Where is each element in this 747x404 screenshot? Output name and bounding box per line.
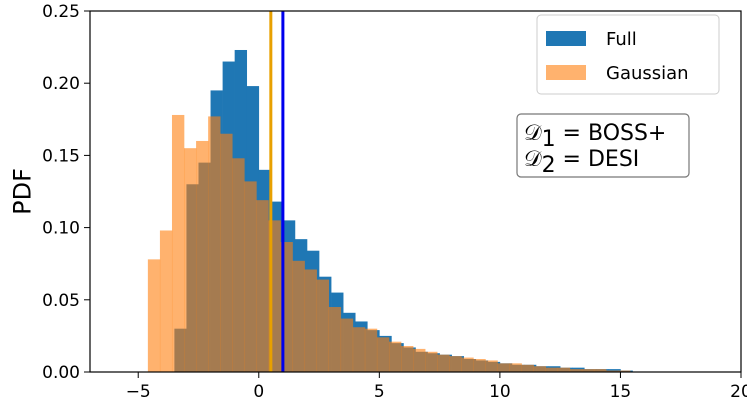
- x-axis-ticks: −5 0 5 10 15 20: [126, 372, 747, 402]
- x-tick-label: 5: [374, 382, 385, 402]
- bar-gaussian-32: [533, 366, 546, 372]
- bar-gaussian-12: [292, 260, 305, 372]
- bar-gaussian-5: [208, 116, 221, 372]
- mean-lines: [269, 11, 285, 372]
- bar-gaussian-4: [196, 140, 209, 372]
- bar-gaussian-36: [581, 369, 595, 372]
- bar-gaussian-39: [618, 370, 631, 372]
- bar-gaussian-37: [593, 369, 607, 372]
- bar-gaussian-8: [244, 181, 257, 372]
- y-tick-label: 0.10: [42, 219, 80, 239]
- bar-gaussian-2: [171, 114, 185, 372]
- bar-gaussian-9: [256, 200, 269, 372]
- annotation-symbol-2: 𝒟: [524, 147, 542, 172]
- annotation-sub-1: 1: [542, 127, 556, 152]
- x-tick-label: 10: [489, 382, 511, 402]
- y-tick-label: 0.00: [42, 363, 80, 383]
- legend-label-gaussian: Gaussian: [606, 63, 689, 84]
- annotation-rest-1: = BOSS+: [556, 121, 667, 146]
- gaussian-series-bars: [147, 114, 631, 372]
- bar-gaussian-1: [159, 230, 173, 372]
- x-tick-label: 0: [253, 382, 264, 402]
- bar-gaussian-23: [425, 351, 438, 372]
- legend: Full Gaussian: [536, 14, 720, 95]
- bar-gaussian-24: [437, 354, 450, 372]
- annotation-symbol-1: 𝒟: [524, 121, 542, 146]
- bar-gaussian-14: [316, 279, 329, 372]
- bar-gaussian-19: [376, 337, 390, 372]
- bar-gaussian-6: [220, 133, 233, 372]
- dataset-annotation: 𝒟1 = BOSS+ 𝒟2 = DESI: [516, 113, 690, 178]
- bar-gaussian-31: [521, 364, 534, 372]
- legend-swatch-gaussian: [546, 65, 586, 80]
- annotation-line-2: 𝒟2 = DESI: [524, 147, 639, 178]
- y-tick-label: 0.05: [42, 291, 80, 311]
- bar-gaussian-34: [557, 367, 571, 372]
- plot-frame: [89, 10, 742, 373]
- bar-gaussian-7: [232, 158, 245, 372]
- x-tick-label: 20: [730, 382, 747, 402]
- legend-swatch-full: [546, 31, 586, 46]
- bar-gaussian-25: [449, 356, 462, 372]
- bar-gaussian-15: [328, 307, 342, 372]
- bar-gaussian-18: [364, 328, 378, 372]
- bar-gaussian-21: [401, 346, 414, 372]
- x-tick-label: 15: [610, 382, 632, 402]
- bar-gaussian-16: [340, 318, 354, 372]
- annotation-rest-2: = DESI: [556, 147, 640, 172]
- bar-gaussian-30: [509, 363, 522, 372]
- bar-gaussian-20: [388, 341, 402, 372]
- bar-gaussian-28: [485, 360, 498, 372]
- bar-gaussian-3: [184, 148, 197, 372]
- bar-gaussian-29: [497, 363, 510, 372]
- bar-gaussian-0: [147, 259, 161, 372]
- y-tick-label: 0.25: [42, 2, 80, 22]
- bar-gaussian-35: [569, 369, 583, 372]
- bar-gaussian-17: [352, 327, 366, 372]
- bar-gaussian-38: [605, 370, 619, 372]
- annotation-sub-2: 2: [542, 153, 556, 178]
- bar-gaussian-33: [545, 367, 559, 372]
- x-tick-label: −5: [126, 382, 151, 402]
- bar-gaussian-22: [413, 348, 426, 372]
- legend-label-full: Full: [606, 29, 637, 50]
- y-axis-title: PDF: [8, 168, 36, 215]
- y-tick-label: 0.15: [42, 146, 80, 166]
- bar-gaussian-13: [304, 269, 317, 372]
- annotation-frame: [516, 113, 690, 178]
- y-axis-ticks: 0.00 0.05 0.10 0.15 0.20 0.25: [42, 2, 90, 383]
- y-tick-label: 0.20: [42, 74, 80, 94]
- annotation-line-1: 𝒟1 = BOSS+: [524, 121, 666, 152]
- bar-gaussian-26: [461, 357, 474, 372]
- bar-gaussian-27: [473, 359, 486, 372]
